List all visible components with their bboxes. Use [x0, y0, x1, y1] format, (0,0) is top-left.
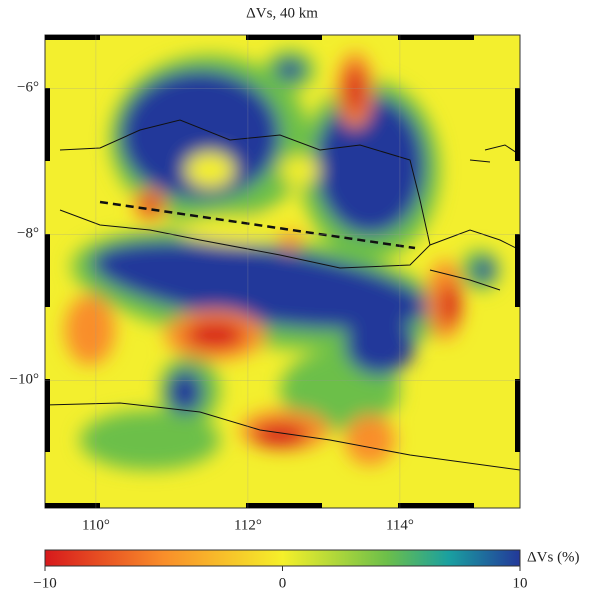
y-tick-label: −10°: [10, 372, 39, 388]
x-tick-label: 112°: [234, 517, 262, 533]
x-tick-label: 114°: [386, 517, 414, 533]
coastlines: [45, 119, 520, 471]
colorbar-tick-label: 10: [513, 575, 528, 591]
y-tick-label: −6°: [17, 80, 39, 96]
tomography-field: [45, 35, 520, 508]
colorbar-tick-label: 0: [279, 575, 287, 591]
colorbar: [44, 549, 521, 567]
map-title: ΔVs, 40 km: [246, 5, 318, 21]
x-tick-label: 110°: [82, 517, 110, 533]
colorbar-label: ΔVs (%): [527, 549, 580, 565]
frame-ticks: [45, 35, 520, 508]
y-tick-label: −8°: [17, 226, 39, 242]
colorbar-tick-label: −10: [33, 575, 56, 591]
